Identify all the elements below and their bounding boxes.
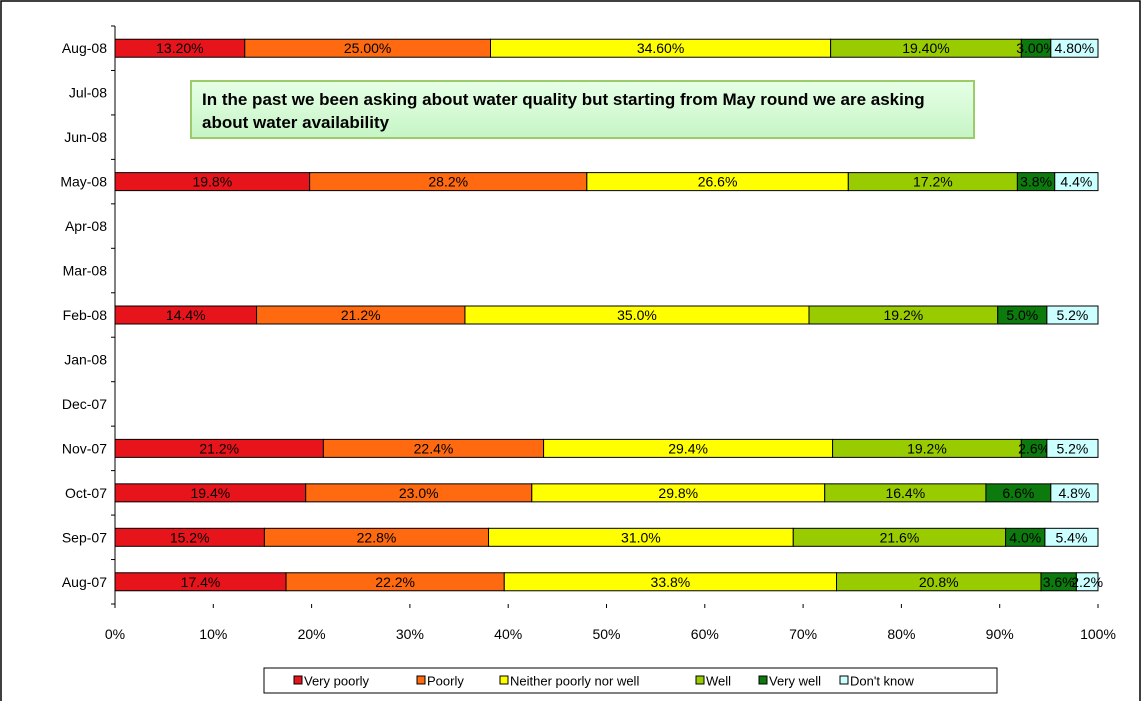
value-label: 17.4% bbox=[181, 574, 221, 590]
x-tick-label: 90% bbox=[986, 626, 1014, 642]
value-label: 23.0% bbox=[399, 485, 439, 501]
legend-label: Poorly bbox=[427, 674, 464, 689]
bar-segment bbox=[1050, 483, 1099, 503]
value-label: 13.20% bbox=[156, 40, 203, 56]
legend-swatch bbox=[695, 675, 705, 685]
value-label: 19.2% bbox=[884, 307, 924, 323]
value-label: 29.4% bbox=[668, 440, 708, 456]
y-tick-label: Aug-07 bbox=[62, 574, 107, 590]
value-label: 5.0% bbox=[1006, 307, 1038, 323]
bar-segment bbox=[1044, 527, 1099, 547]
legend-label: Don't know bbox=[850, 674, 915, 689]
value-label: 5.4% bbox=[1055, 529, 1087, 545]
value-label: 5.2% bbox=[1056, 440, 1088, 456]
x-tick-label: 10% bbox=[199, 626, 227, 642]
value-label: 19.8% bbox=[192, 174, 232, 190]
y-tick-label: Oct-07 bbox=[65, 485, 107, 501]
annotation: In the past we been asking about water q… bbox=[190, 80, 975, 139]
bar-segment bbox=[1046, 438, 1099, 458]
value-label: 4.80% bbox=[1055, 40, 1095, 56]
value-label: 14.4% bbox=[166, 307, 206, 323]
value-label: 22.4% bbox=[414, 440, 454, 456]
value-label: 3.8% bbox=[1020, 174, 1052, 190]
y-tick-label: Mar-08 bbox=[63, 263, 108, 279]
legend-label: Well bbox=[706, 674, 731, 689]
legend-label: Very well bbox=[769, 674, 821, 689]
value-label: 17.2% bbox=[913, 174, 953, 190]
x-tick-label: 20% bbox=[298, 626, 326, 642]
x-tick-label: 70% bbox=[789, 626, 817, 642]
legend-swatch bbox=[293, 675, 303, 685]
value-label: 19.2% bbox=[907, 440, 947, 456]
x-tick-label: 80% bbox=[887, 626, 915, 642]
value-label: 15.2% bbox=[170, 529, 210, 545]
y-tick-label: Jan-08 bbox=[64, 351, 107, 367]
bar-segment bbox=[1046, 305, 1099, 325]
legend-label: Very poorly bbox=[304, 674, 370, 689]
y-tick-label: Nov-07 bbox=[62, 440, 107, 456]
x-tick-label: 60% bbox=[691, 626, 719, 642]
y-tick-label: May-08 bbox=[60, 174, 107, 190]
legend-swatch bbox=[499, 675, 509, 685]
x-tick-label: 50% bbox=[592, 626, 620, 642]
y-tick-label: Sep-07 bbox=[62, 529, 107, 545]
legend-swatch bbox=[839, 675, 849, 685]
value-label: 6.6% bbox=[1002, 485, 1034, 501]
legend-label: Neither poorly nor well bbox=[510, 674, 639, 689]
value-label: 22.2% bbox=[375, 574, 415, 590]
value-label: 35.0% bbox=[617, 307, 657, 323]
legend-swatch bbox=[416, 675, 426, 685]
value-label: 34.60% bbox=[637, 40, 684, 56]
value-label: 16.4% bbox=[885, 485, 925, 501]
y-tick-label: Aug-08 bbox=[62, 40, 107, 56]
value-label: 25.00% bbox=[344, 40, 391, 56]
value-label: 4.8% bbox=[1058, 485, 1090, 501]
value-label: 2.2% bbox=[1071, 574, 1103, 590]
value-label: 20.8% bbox=[919, 574, 959, 590]
value-label: 28.2% bbox=[428, 174, 468, 190]
x-tick-label: 40% bbox=[494, 626, 522, 642]
value-label: 21.6% bbox=[880, 529, 920, 545]
y-tick-label: Jul-08 bbox=[69, 85, 107, 101]
value-label: 33.8% bbox=[651, 574, 691, 590]
legend-box bbox=[263, 667, 998, 694]
value-label: 22.8% bbox=[357, 529, 397, 545]
bar-segment bbox=[1050, 38, 1099, 58]
y-tick-label: Dec-07 bbox=[62, 396, 107, 412]
bar-segment bbox=[1054, 172, 1099, 192]
value-label: 4.0% bbox=[1009, 529, 1041, 545]
value-label: 2.6% bbox=[1018, 440, 1050, 456]
value-label: 3.6% bbox=[1043, 574, 1075, 590]
y-tick-label: Apr-08 bbox=[65, 218, 107, 234]
legend-swatch bbox=[758, 675, 768, 685]
value-label: 21.2% bbox=[199, 440, 239, 456]
y-tick-label: Feb-08 bbox=[63, 307, 108, 323]
value-label: 19.4% bbox=[190, 485, 230, 501]
value-label: 21.2% bbox=[341, 307, 381, 323]
value-label: 19.40% bbox=[902, 40, 949, 56]
x-tick-label: 0% bbox=[105, 626, 125, 642]
y-tick-label: Jun-08 bbox=[64, 129, 107, 145]
value-label: 31.0% bbox=[621, 529, 661, 545]
value-label: 26.6% bbox=[698, 174, 738, 190]
value-label: 4.4% bbox=[1060, 174, 1092, 190]
x-tick-label: 30% bbox=[396, 626, 424, 642]
value-label: 3.00% bbox=[1016, 40, 1056, 56]
value-label: 5.2% bbox=[1056, 307, 1088, 323]
x-tick-label: 100% bbox=[1080, 626, 1116, 642]
value-label: 29.8% bbox=[658, 485, 698, 501]
bar-segment bbox=[1075, 572, 1099, 592]
